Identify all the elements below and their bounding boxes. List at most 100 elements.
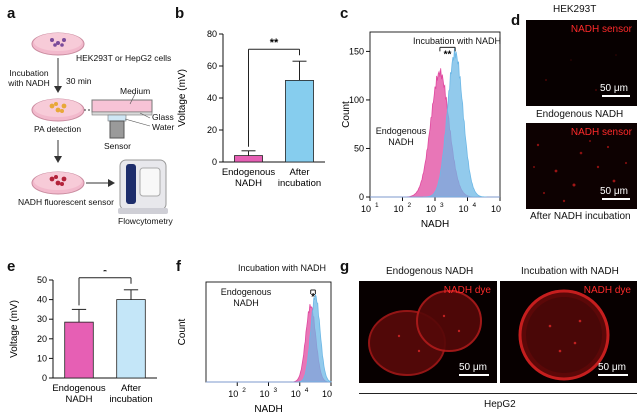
g-scale-bar-1 [459, 374, 489, 376]
x-tick-label: 10 [458, 204, 468, 214]
g-cell-line: HepG2 [484, 399, 516, 410]
y-axis-label: Voltage (mV) [9, 300, 20, 358]
d-caption-2: After NADH incubation [530, 211, 631, 222]
g-title-1: Endogenous NADH [386, 266, 474, 277]
panel-c-letter: c [340, 5, 349, 22]
time-label: 30 min [66, 76, 92, 86]
micro-d-endogenous-texture [545, 54, 617, 91]
panel-e-letter: e [7, 258, 16, 275]
d-cell-line: HEK293T [553, 4, 597, 15]
bar [116, 299, 146, 379]
sig-label: * [103, 270, 108, 278]
y-tick-label: 150 [349, 46, 364, 56]
sig-label: * [311, 292, 315, 303]
micro-g-incubated: NADH dye 50 μm [500, 281, 637, 383]
d-scale-bar-2 [602, 198, 630, 200]
y-tick-label: 50 [37, 275, 47, 285]
incubation-label: Incubation with NADH [4, 68, 54, 88]
x-tick-exponent: 4 [305, 387, 309, 394]
c-endogenous-label: Endogenous NADH [373, 126, 429, 148]
panel-f-letter: f [176, 258, 181, 275]
micro-g-incubated-cell [518, 289, 610, 381]
panel-a-schematic [31, 32, 168, 214]
histogram-series [370, 48, 500, 198]
bar [64, 321, 94, 379]
f-endo-line2: NADH [233, 298, 259, 308]
g-dye-label-2: NADH dye [583, 285, 631, 296]
sensor-label: Sensor [104, 141, 131, 151]
y-tick-label: 10 [37, 353, 47, 363]
petri-dish-icon [31, 171, 85, 195]
x-tick-exponent: 2 [242, 387, 246, 394]
y-tick-label: 40 [37, 295, 47, 305]
x-tick-label: 10 [291, 389, 301, 399]
g-title-2: Incubation with NADH [521, 266, 619, 277]
y-axis-label: Count [341, 101, 352, 128]
x-tick-label: 10 [426, 204, 436, 214]
x-tick-label: 10 [393, 204, 403, 214]
micro-d-incubated-texture [533, 140, 628, 203]
panel-g-letter: g [340, 258, 350, 275]
histogram-series [206, 293, 332, 383]
incubation-label-line1: Incubation [9, 68, 49, 78]
y-tick-label: 0 [42, 373, 47, 383]
sig-label: ** [270, 37, 279, 49]
g-dye-label-1: NADH dye [443, 285, 491, 296]
x-tick-label: 10 [361, 204, 371, 214]
glass-label: Glass [152, 112, 174, 122]
incubation-label-line2: with NADH [8, 78, 50, 88]
y-tick-label: 20 [37, 334, 47, 344]
x-axis-label: NADH [421, 219, 449, 230]
pa-setup-diagram [91, 93, 153, 139]
y-tick-label: 30 [37, 314, 47, 324]
x-tick-exponent: 2 [408, 202, 412, 209]
x-tick-label: Endogenous [52, 383, 106, 394]
g-scale-text-1: 50 μm [459, 362, 487, 373]
sig-label: ** [444, 49, 452, 60]
y-axis-label: Voltage (mV) [177, 69, 188, 127]
y-axis-label: Count [177, 318, 188, 345]
panel-d-letter: d [511, 12, 521, 29]
f-incubation-label: Incubation with NADH [238, 263, 327, 273]
micro-g-endogenous: NADH dye 50 μm [359, 281, 497, 383]
y-tick-label: 80 [207, 29, 217, 39]
x-tick-label: NADH [66, 394, 93, 405]
petri-dish-icon [31, 32, 85, 56]
y-tick-label: 60 [207, 61, 217, 71]
d-scale-text-1: 50 μm [600, 83, 628, 94]
y-tick-label: 20 [207, 125, 217, 135]
x-tick-exponent: 4 [473, 202, 477, 209]
x-tick-exponent: 3 [274, 387, 278, 394]
x-tick-label: 10 [322, 389, 332, 399]
chart-f: 102103104105NADHCount* [177, 281, 332, 414]
y-tick-label: 40 [207, 93, 217, 103]
micro-d-endogenous: NADH sensor 50 μm [526, 20, 637, 106]
g-hepg2-bracket [359, 393, 637, 394]
petri-dish-icon [31, 98, 85, 122]
f-endogenous-label: Endogenous NADH [218, 287, 274, 309]
water-label: Water [152, 122, 175, 132]
flow-cytometer-icon [118, 159, 168, 214]
d-scale-bar-1 [602, 95, 630, 97]
f-endo-line1: Endogenous [220, 287, 272, 297]
x-tick-label: 10 [228, 389, 238, 399]
nadh-sensor-label: NADH fluorescent sensor [18, 197, 114, 207]
c-incubation-label: Incubation with NADH [413, 36, 502, 46]
d-caption-1: Endogenous NADH [536, 109, 624, 120]
x-tick-exponent: 3 [440, 202, 444, 209]
flowcytometry-label: Flowcytometry [118, 216, 173, 226]
y-tick-label: 50 [354, 143, 364, 153]
x-tick-label: NADH [235, 178, 262, 189]
x-tick-label: After [289, 167, 309, 178]
x-tick-label: After [121, 383, 141, 394]
chart-c: 101102103104105NADHCount050100150** [341, 31, 501, 230]
micro-d-incubated: NADH sensor 50 μm [526, 123, 637, 209]
x-tick-label: incubation [109, 394, 152, 405]
c-endo-line1: Endogenous [375, 126, 427, 136]
bar [234, 155, 263, 163]
panel-a-letter: a [7, 5, 16, 22]
c-endo-line2: NADH [388, 137, 414, 147]
y-tick-label: 100 [349, 95, 364, 105]
x-tick-label: Endogenous [222, 167, 276, 178]
